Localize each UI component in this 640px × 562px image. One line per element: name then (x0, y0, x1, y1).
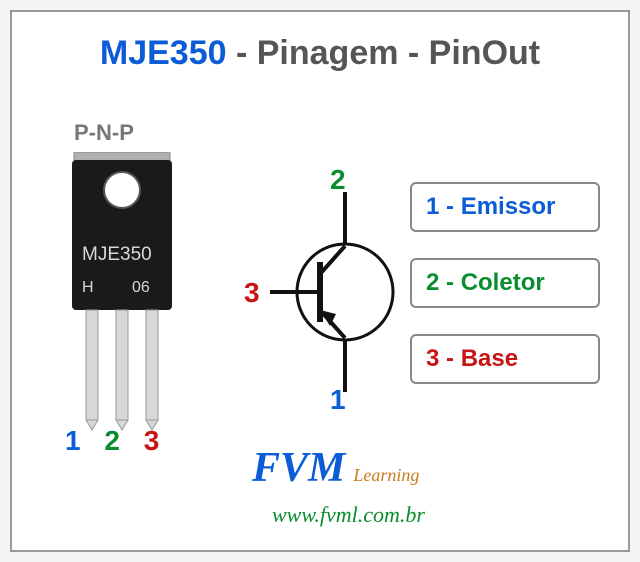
pkg-marking-h: H (82, 279, 94, 296)
logo-main: FVM (252, 445, 345, 491)
title-subtitle: Pinagem - PinOut (257, 34, 540, 72)
brand-url: www.fvml.com.br (272, 502, 425, 528)
pin-legend-1-name: Emissor (461, 193, 556, 221)
pin-legend-2: 2 - Coletor (410, 258, 600, 308)
pin-legend-3: 3 - Base (410, 334, 600, 384)
pin1-number: 1 (65, 425, 89, 456)
pkg-marking-top: MJE350 (82, 244, 152, 265)
diagram-frame: MJE350 - Pinagem - PinOut P-N-P MJE350 H… (10, 10, 630, 552)
pin3-number: 3 (144, 425, 168, 456)
package-pin-numbers: 1 2 3 (65, 425, 167, 457)
brand-logo: FVM Learning (252, 444, 419, 492)
pin-legend-2-name: Coletor (461, 269, 545, 297)
transistor-package-drawing: MJE350 H 06 (62, 152, 182, 437)
pin-legend-1-num: 1 (426, 193, 439, 221)
schematic-emitter-label: 1 (330, 384, 346, 416)
logo-sub: Learning (353, 465, 419, 485)
pin-legend-2-num: 2 (426, 269, 439, 297)
title-sep: - (227, 34, 257, 72)
pin-legend-3-num: 3 (426, 345, 439, 373)
part-number: MJE350 (100, 34, 227, 72)
pin-legend-3-name: Base (461, 345, 518, 373)
schematic-collector-label: 2 (330, 164, 346, 196)
schematic-base-label: 3 (244, 277, 260, 309)
pin-legend-1: 1 - Emissor (410, 182, 600, 232)
pkg-marking-06: 06 (132, 279, 150, 296)
page-title: MJE350 - Pinagem - PinOut (12, 34, 628, 73)
schematic-symbol (270, 182, 410, 407)
transistor-type-label: P-N-P (74, 120, 134, 146)
pin2-number: 2 (104, 425, 128, 456)
